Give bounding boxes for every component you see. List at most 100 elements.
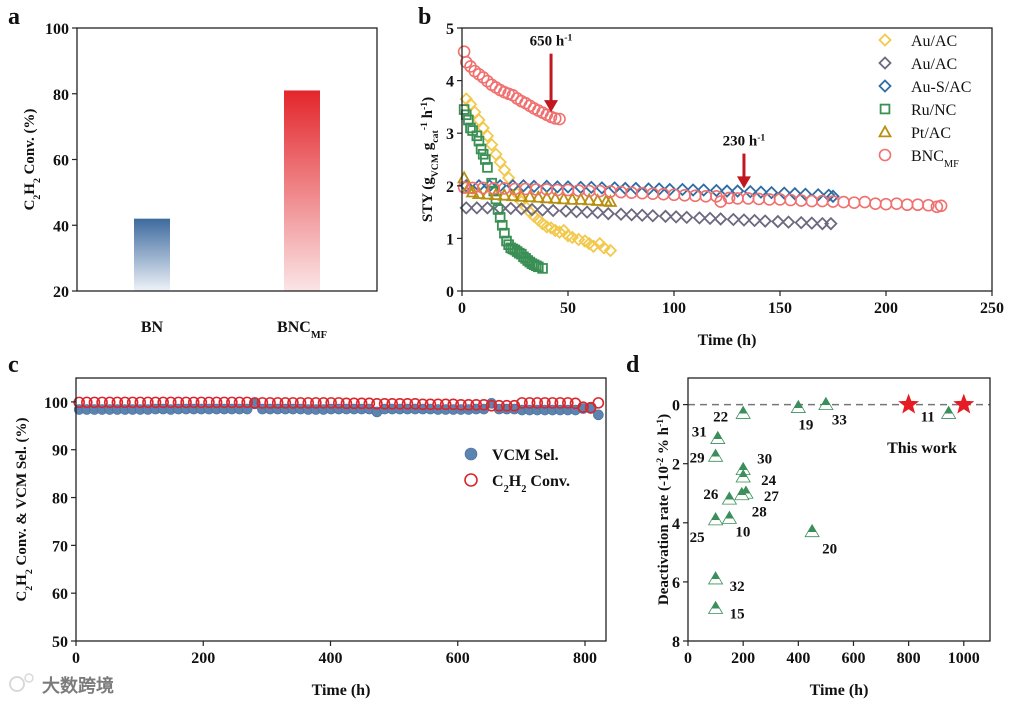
data-point (603, 194, 618, 207)
triangle-marker (818, 396, 834, 410)
data-point (500, 399, 513, 412)
literature-point: 26 (703, 487, 738, 505)
triangle-marker (735, 469, 751, 483)
triangle-marker (707, 571, 724, 585)
y-axis-label: C2H2 Conv. & VCM Sel. (%) (14, 417, 35, 601)
data-point (476, 71, 490, 84)
data-point (743, 184, 758, 199)
data-point (731, 192, 744, 205)
data-point (424, 398, 437, 411)
y-tick-label: 60 (53, 153, 69, 170)
literature-point: 29 (690, 448, 724, 466)
data-point (294, 397, 307, 409)
legend-entry: Au-S/AC (878, 79, 971, 96)
x-axis-label: Time (h) (810, 682, 869, 699)
data-point (478, 398, 490, 411)
legend-entry: C2H2 Conv. (464, 473, 570, 495)
data-point (777, 186, 792, 200)
data-point (703, 211, 717, 226)
triangle-marker (804, 523, 820, 538)
series-4 (457, 170, 618, 207)
x-tick-label: 200 (731, 650, 755, 667)
panel-letter: a (8, 4, 20, 30)
x-tick-label: 600 (841, 650, 865, 667)
data-point (473, 135, 485, 147)
data-point (531, 397, 544, 409)
data-point (722, 191, 736, 205)
reference-number: 33 (832, 413, 847, 429)
literature-point: 15 (707, 600, 745, 622)
data-point (824, 216, 838, 231)
data-point (516, 397, 528, 409)
legend-entry: VCM Sel. (464, 447, 559, 464)
data-point (271, 397, 284, 409)
x-tick-label: 250 (980, 300, 1004, 317)
legend-entry: Ru/NC (879, 102, 956, 119)
data-point (256, 397, 269, 409)
data-point (514, 202, 529, 216)
literature-point: 31 (692, 425, 726, 444)
data-point (614, 207, 628, 221)
data-point (548, 112, 562, 125)
data-point (493, 399, 505, 412)
y-tick-label: 100 (44, 395, 68, 412)
data-point (401, 398, 414, 410)
literature-point: 19 (790, 399, 813, 434)
reference-number: 32 (730, 579, 745, 595)
legend-label: VCM Sel. (492, 447, 559, 464)
y-axis-label: Deactivation rate (-10-2 % h-1) (655, 414, 673, 605)
data-point (409, 398, 421, 410)
triangle-marker (721, 491, 738, 505)
data-point (195, 396, 208, 409)
data-point (416, 398, 429, 411)
data-point (737, 213, 751, 227)
literature-point: 20 (804, 523, 837, 558)
data-point (457, 181, 471, 194)
data-point (363, 397, 376, 410)
panel-c-stability-chart: VCM Sel. C2H2 Conv. 50 60 70 80 90 100 0 200 400 60… (14, 377, 607, 699)
data-point (554, 397, 566, 409)
data-point (686, 183, 700, 197)
x-tick-label: 200 (191, 650, 215, 667)
x-tick-label: 400 (319, 650, 343, 667)
data-point (432, 398, 444, 411)
data-point (465, 122, 476, 134)
x-tick-label: 200 (874, 300, 898, 317)
literature-point: 32 (707, 571, 745, 595)
data-point (482, 162, 493, 173)
data-point (463, 114, 474, 126)
data-point (499, 227, 510, 239)
data-point (826, 189, 840, 204)
x-tick-label: 800 (897, 650, 921, 667)
data-point (503, 201, 518, 216)
data-point (180, 396, 192, 409)
data-point (480, 154, 491, 165)
legend-entry: Pt/AC (877, 124, 951, 142)
data-point (658, 209, 673, 224)
triangle-marker (734, 486, 750, 501)
data-point (754, 185, 768, 199)
category-label: BNCMF (277, 319, 327, 341)
data-point (548, 191, 563, 204)
x-tick-label: 600 (446, 650, 470, 667)
triangle-marker (710, 430, 726, 444)
reference-number: 24 (761, 473, 777, 489)
star-icon (898, 393, 920, 414)
triangle-marker (790, 399, 807, 413)
y-tick-label: 4 (446, 74, 454, 91)
data-point (675, 182, 690, 197)
data-point (713, 212, 728, 226)
legend-label: BNCMF (911, 148, 959, 170)
y-tick-label: 60 (52, 586, 68, 603)
data-point (103, 396, 116, 409)
data-point (497, 187, 512, 201)
y-tick-label: 1 (446, 231, 454, 248)
literature-point: 33 (818, 396, 847, 429)
panel-letter: b (418, 4, 431, 30)
reference-number: 26 (703, 487, 719, 503)
data-point (457, 170, 472, 184)
data-point (646, 209, 660, 223)
rate-annotation: 650 h-1 (530, 32, 573, 50)
series-5 (457, 45, 566, 126)
data-point (439, 398, 452, 411)
